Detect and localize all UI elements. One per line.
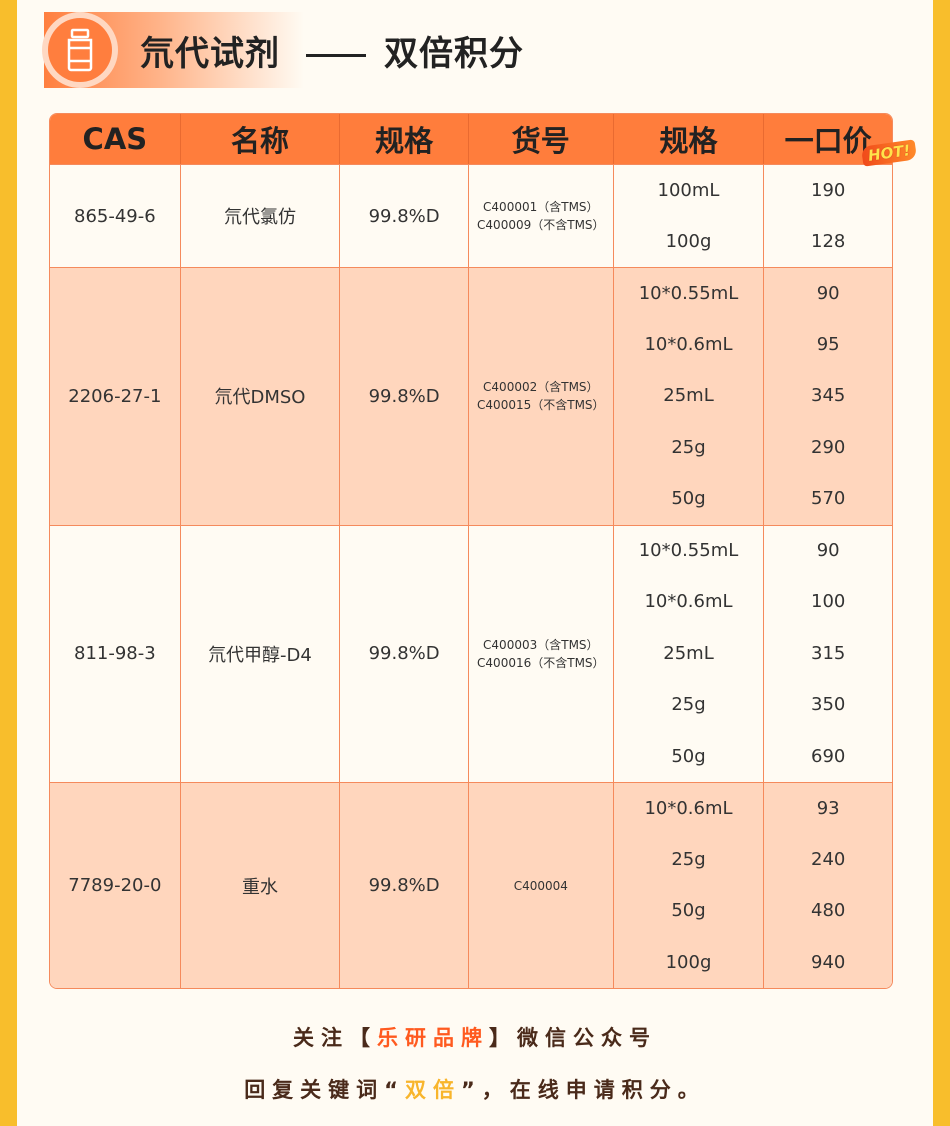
spec-cell: 100g xyxy=(613,215,765,267)
title-badge xyxy=(42,12,118,88)
price-cell: 290 xyxy=(764,421,892,473)
table-row: 2206-27-1 氘代DMSO 99.8%D C400002（含TMS） C40001… xyxy=(50,267,892,525)
table-row: 50g 480 xyxy=(50,885,892,937)
cas-cell: 811-98-3 xyxy=(50,524,181,782)
price-cell: 570 xyxy=(764,473,892,525)
keyword: 双倍 xyxy=(405,1078,461,1102)
footer-text: ”，在线申请积分。 xyxy=(461,1078,706,1102)
table-row: 7789-20-0 重水 99.8%D C400004 10*0.6mL 93 xyxy=(50,782,892,988)
product-code: C400016（不含TMS） xyxy=(477,655,605,670)
footer-text: 】微信公众号 xyxy=(489,1026,657,1050)
price-cell: 190 xyxy=(764,164,892,216)
code-cell: C400001（含TMS） C400009（不含TMS） xyxy=(469,164,614,267)
spec-cell: 25mL xyxy=(613,627,765,679)
cas-cell: 2206-27-1 xyxy=(50,267,181,525)
product-code: C400004 xyxy=(513,878,568,893)
column-header: 规格 xyxy=(613,114,765,164)
table-row: 50g 690 xyxy=(50,730,892,782)
spec-cell: 10*0.6mL xyxy=(613,318,765,370)
spec-cell: 10*0.55mL xyxy=(613,267,765,319)
code-cell: C400003（含TMS） C400016（不含TMS） xyxy=(469,524,614,782)
purity-cell: 99.8%D xyxy=(340,164,469,267)
price-cell: 345 xyxy=(764,370,892,422)
table-row: 25g 350 xyxy=(50,679,892,731)
column-header: 货号 xyxy=(469,114,614,164)
table-row: 100g 940 xyxy=(50,936,892,988)
code-cell: C400002（含TMS） C400015（不含TMS） xyxy=(469,267,614,525)
table-row: 25mL 315 xyxy=(50,627,892,679)
product-code: C400009（不含TMS） xyxy=(477,218,605,232)
spec-cell: 100mL xyxy=(613,164,765,216)
price-cell: 315 xyxy=(764,627,892,679)
brand-name: 乐研品牌 xyxy=(377,1026,489,1050)
table-row: 50g 570 xyxy=(50,473,892,525)
price-cell: 93 xyxy=(764,782,892,834)
title-left: 氘代试剂 xyxy=(140,34,280,74)
cas-cell: 865-49-6 xyxy=(50,164,181,267)
spec-cell: 10*0.6mL xyxy=(613,782,765,834)
price-cell: 350 xyxy=(764,679,892,731)
table-row: 10*0.6mL 95 xyxy=(50,318,892,370)
cas-cell: 7789-20-0 xyxy=(50,782,181,988)
table-row: 10*0.6mL 100 xyxy=(50,576,892,628)
column-header: 名称 xyxy=(180,114,341,164)
column-header: 一口价 xyxy=(764,114,892,164)
purity-cell: 99.8%D xyxy=(340,782,469,988)
price-table: CAS 名称 规格 货号 规格 一口价 865-49-6 氘代氯仿 99.8%D C400001… xyxy=(49,113,893,989)
table-row: 865-49-6 氘代氯仿 99.8%D C400001（含TMS） C400009（不… xyxy=(50,164,892,267)
spec-cell: 10*0.6mL xyxy=(613,576,765,628)
spec-cell: 25g xyxy=(613,421,765,473)
price-cell: 940 xyxy=(764,936,892,988)
footer-text: 回复关键词“ xyxy=(244,1078,405,1102)
column-header: 规格 xyxy=(340,114,469,164)
name-cell: 氘代氯仿 xyxy=(180,164,341,267)
table-row: 25g 240 xyxy=(50,833,892,885)
product-code: C400015（不含TMS） xyxy=(477,398,605,413)
spec-cell: 25mL xyxy=(613,370,765,422)
price-cell: 100 xyxy=(764,576,892,628)
spec-cell: 50g xyxy=(613,885,765,937)
price-cell: 95 xyxy=(764,318,892,370)
spec-cell: 25g xyxy=(613,833,765,885)
price-cell: 128 xyxy=(764,215,892,267)
spec-cell: 50g xyxy=(613,473,765,525)
spec-cell: 25g xyxy=(613,679,765,731)
title-right: 双倍积分 xyxy=(384,34,524,74)
reagent-bottle-icon xyxy=(67,28,93,72)
name-cell: 氘代甲醇-D4 xyxy=(180,524,341,782)
code-cell: C400004 xyxy=(469,782,614,988)
spec-cell: 10*0.55mL xyxy=(613,524,765,576)
product-code: C400003（含TMS） xyxy=(483,637,599,652)
spec-cell: 50g xyxy=(613,730,765,782)
page-title: 氘代试剂 双倍积分 xyxy=(140,26,524,75)
title-dash xyxy=(306,54,366,57)
price-cell: 90 xyxy=(764,267,892,319)
table-row: 811-98-3 氘代甲醇-D4 99.8%D C400003（含TMS） C40001… xyxy=(50,524,892,782)
column-header: CAS xyxy=(50,114,181,164)
table-row: 100g 128 xyxy=(50,215,892,267)
spec-cell: 100g xyxy=(613,936,765,988)
name-cell: 重水 xyxy=(180,782,341,988)
table-row: 25mL 345 xyxy=(50,370,892,422)
footer-line-1: 关注【乐研品牌】微信公众号 xyxy=(0,1022,950,1052)
price-cell: 690 xyxy=(764,730,892,782)
table-row: 25g 290 xyxy=(50,421,892,473)
name-cell: 氘代DMSO xyxy=(180,267,341,525)
product-code: C400002（含TMS） xyxy=(483,380,599,395)
purity-cell: 99.8%D xyxy=(340,267,469,525)
price-cell: 240 xyxy=(764,833,892,885)
footer-text: 关注【 xyxy=(293,1026,377,1050)
purity-cell: 99.8%D xyxy=(340,524,469,782)
footer-line-2: 回复关键词“双倍”，在线申请积分。 xyxy=(0,1074,950,1104)
price-cell: 480 xyxy=(764,885,892,937)
price-cell: 90 xyxy=(764,524,892,576)
product-code: C400001（含TMS） xyxy=(483,200,599,214)
